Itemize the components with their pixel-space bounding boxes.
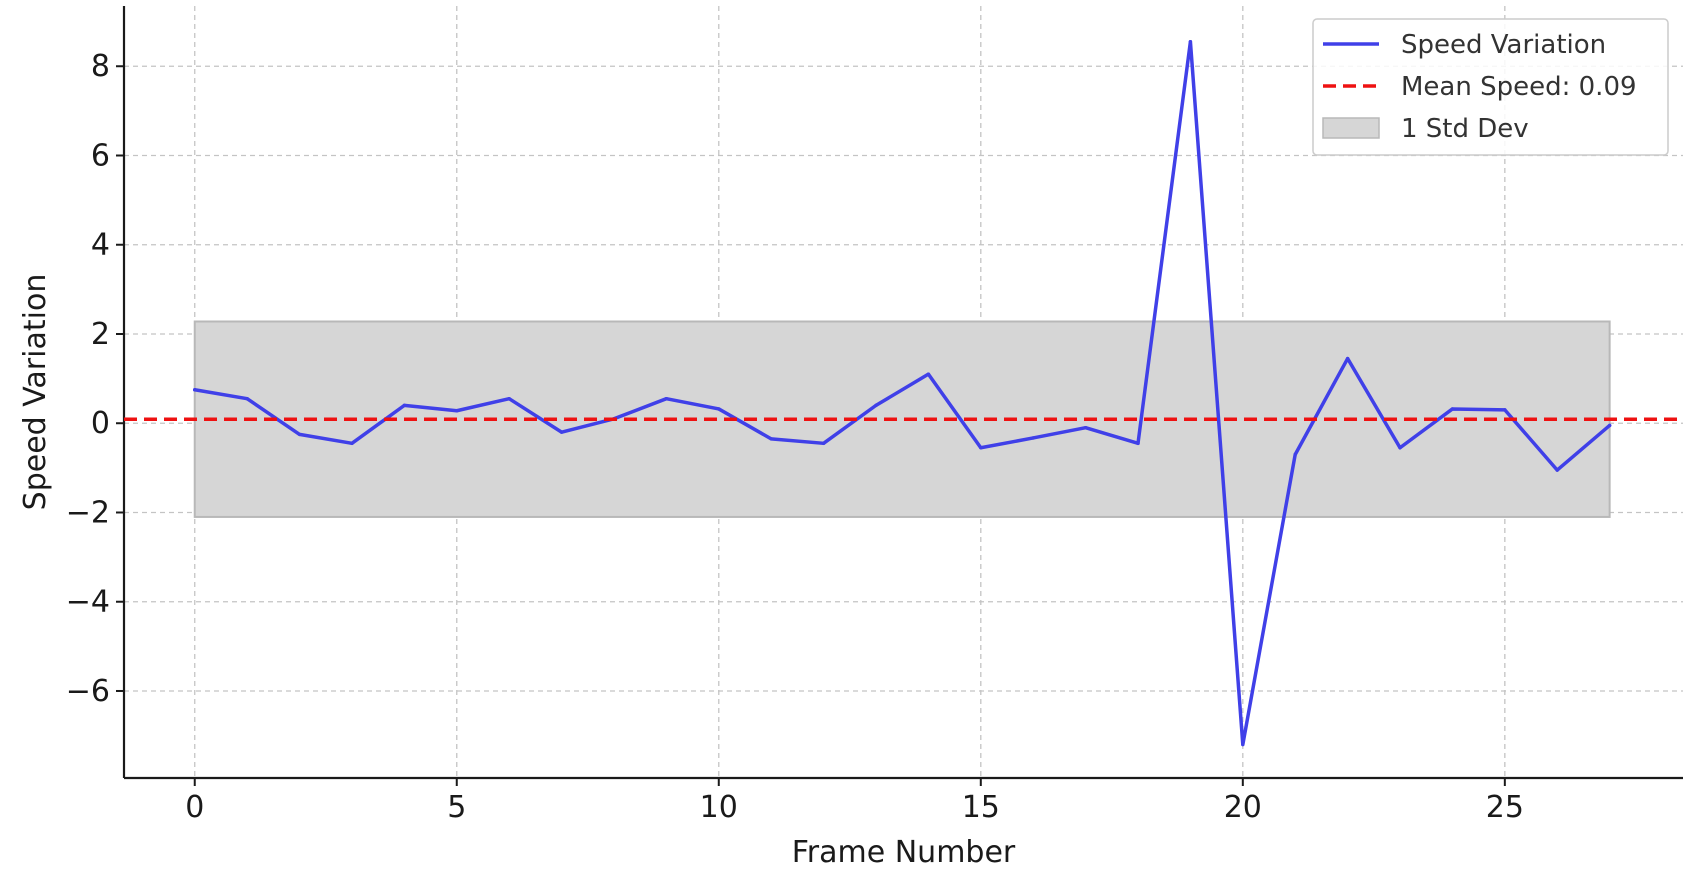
x-tick-label-2: 10 (700, 790, 738, 825)
y-tick-label-6: 6 (91, 138, 110, 173)
x-tick-label-1: 5 (447, 790, 466, 825)
data-point-14 (926, 372, 931, 376)
x-tick-label-5: 25 (1486, 790, 1524, 825)
y-tick-label-7: 8 (91, 49, 110, 84)
y-tick-label-2: −2 (66, 495, 110, 530)
data-point-16 (1031, 436, 1035, 440)
x-tick-label-3: 15 (962, 790, 1000, 825)
data-point-17 (1083, 425, 1088, 430)
y-tick-label-3: 0 (91, 406, 110, 441)
legend: Speed Variation Mean Speed: 0.09 1 Std D… (1312, 18, 1669, 156)
y-tick-label-0: −6 (66, 674, 110, 709)
data-point-6 (507, 396, 511, 401)
data-point-3 (350, 441, 354, 446)
speed-variation-line (192, 39, 1612, 747)
x-ticks: 0 5 10 15 20 25 (185, 778, 1524, 825)
data-point-5 (455, 409, 459, 413)
legend-label-speed-variation: Speed Variation (1401, 30, 1606, 60)
data-point-24 (1450, 407, 1455, 411)
data-point-7 (559, 430, 564, 434)
data-point-2 (297, 432, 302, 437)
data-point-12 (821, 441, 826, 446)
legend-swatch-std-dev (1322, 117, 1380, 139)
data-point-9 (664, 396, 669, 401)
data-point-21 (1293, 452, 1297, 457)
axes (122, 6, 1683, 780)
y-tick-label-1: −4 (66, 585, 110, 620)
data-point-1 (245, 396, 249, 401)
data-point-25 (1503, 408, 1507, 412)
data-point-26 (1555, 468, 1559, 472)
data-point-23 (1398, 446, 1402, 450)
data-point-20 (1241, 742, 1245, 747)
y-tick-label-4: 2 (91, 317, 110, 352)
data-point-19 (1188, 39, 1193, 44)
data-point-27 (1607, 423, 1612, 428)
x-axis-label: Frame Number (792, 835, 1016, 870)
data-point-13 (874, 403, 878, 408)
x-tick-label-4: 20 (1224, 790, 1262, 825)
y-ticks: −6 −4 −2 0 2 4 6 8 (66, 49, 124, 709)
data-point-22 (1345, 356, 1350, 361)
data-point-15 (979, 446, 983, 450)
y-axis-label: Speed Variation (18, 274, 53, 511)
legend-label-std-dev: 1 Std Dev (1401, 114, 1529, 144)
x-tick-label-0: 0 (185, 790, 204, 825)
data-point-11 (769, 437, 773, 441)
data-point-10 (717, 407, 721, 411)
y-tick-label-5: 4 (91, 228, 110, 263)
speed-variation-points (193, 39, 1612, 747)
data-point-0 (193, 388, 197, 392)
legend-label-mean-speed: Mean Speed: 0.09 (1401, 72, 1637, 102)
legend-box (1312, 18, 1669, 156)
data-point-18 (1136, 441, 1140, 446)
data-point-4 (402, 403, 407, 408)
